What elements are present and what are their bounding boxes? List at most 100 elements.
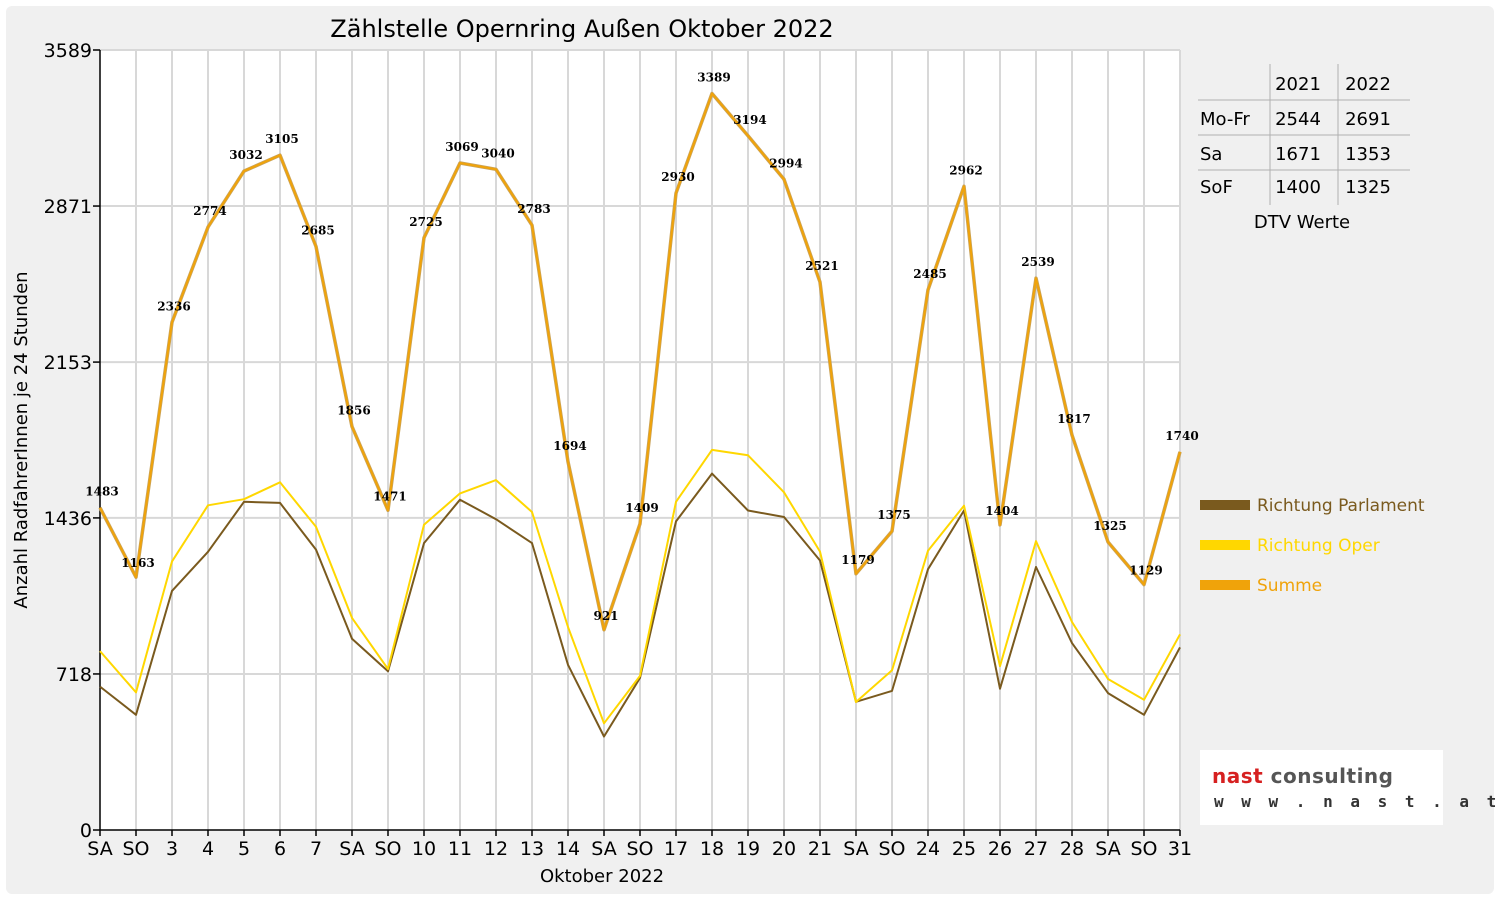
data-label: 2521 (805, 259, 838, 273)
data-label: 2994 (769, 156, 802, 170)
data-label: 1817 (1057, 412, 1090, 426)
y-axis-label: Anzahl RadfahrerInnen je 24 Stunden (11, 271, 32, 608)
legend-label: Richtung Parlament (1257, 496, 1425, 516)
data-label: 2539 (1021, 255, 1054, 269)
data-label: 3032 (229, 148, 262, 162)
legend-swatch (1200, 540, 1250, 550)
y-tick-label: 0 (80, 820, 92, 842)
x-tick-label: 18 (700, 838, 724, 860)
data-label: 1471 (373, 489, 406, 503)
dtv-caption: DTV Werte (1254, 212, 1350, 233)
dtv-cell: 1353 (1345, 144, 1391, 165)
y-tick-label: 718 (56, 664, 92, 686)
company-logo: nast consulting w w w . n a s t . a t (1200, 750, 1496, 825)
data-label: 2685 (301, 223, 334, 237)
data-label: 1409 (625, 501, 658, 515)
x-tick-label: 3 (166, 838, 178, 860)
x-tick-label: 12 (484, 838, 508, 860)
legend-label: Richtung Oper (1257, 536, 1380, 556)
series-line-richtung-parlament (99, 472, 1181, 738)
dtv-cell: 1325 (1345, 177, 1391, 198)
dtv-year-2022: 2022 (1345, 74, 1391, 95)
dtv-table: 2021 2022 Mo-Fr 2544 2691 Sa 1671 1353 S… (1198, 64, 1410, 233)
x-tick-label: 25 (952, 838, 976, 860)
x-tick-label: SA (339, 838, 364, 860)
data-label: 3389 (697, 70, 730, 84)
data-label: 1694 (553, 439, 586, 453)
data-label: 2336 (157, 299, 190, 313)
data-label: 921 (593, 609, 618, 623)
x-tick-label: 5 (238, 838, 250, 860)
x-tick-label: 24 (916, 838, 940, 860)
data-label: 2930 (661, 170, 694, 184)
data-label: 2962 (949, 163, 982, 177)
series-lines (98, 91, 1182, 738)
x-tick-label: SA (1095, 838, 1120, 860)
x-tick-label: 11 (448, 838, 472, 860)
x-tick-labels: SA SO 3 4 5 6 7 SA SO 10 11 12 13 14 SA SO 17 18 19 20 21 SA S… (87, 838, 1192, 860)
x-tick-label: 14 (556, 838, 580, 860)
data-label: 3040 (481, 146, 514, 160)
x-tick-label: 10 (412, 838, 436, 860)
data-label: 1375 (877, 508, 910, 522)
legend-label: Summe (1257, 576, 1322, 596)
x-tick-label: 4 (202, 838, 214, 860)
data-label: 2774 (193, 204, 226, 218)
y-tick-label: 3589 (44, 40, 92, 62)
data-label: 1404 (985, 504, 1018, 518)
y-tick-label: 1436 (44, 508, 92, 530)
dtv-row-label: SoF (1200, 177, 1233, 198)
dtv-cell: 1400 (1275, 177, 1321, 198)
legend: Richtung Parlament Richtung Oper Summe (1200, 496, 1425, 596)
x-tick-label: 26 (988, 838, 1012, 860)
chart-title: Zählstelle Opernring Außen Oktober 2022 (330, 15, 833, 43)
dtv-row-label: Mo-Fr (1200, 109, 1250, 130)
y-tick-label: 2871 (44, 196, 92, 218)
axes (93, 49, 1181, 836)
data-label: 3194 (733, 113, 766, 127)
dtv-row-label: Sa (1200, 144, 1222, 165)
x-tick-label: 7 (310, 838, 322, 860)
dtv-cell: 2544 (1275, 109, 1321, 130)
x-tick-label: SO (878, 838, 905, 860)
dtv-year-2021: 2021 (1275, 74, 1321, 95)
data-label: 3069 (445, 140, 478, 154)
x-tick-label: 19 (736, 838, 760, 860)
data-label: 2725 (409, 215, 442, 229)
y-tick-labels: 0 718 1436 2153 2871 3589 (44, 40, 92, 842)
data-label: 1163 (121, 556, 154, 570)
x-tick-label: 6 (274, 838, 286, 860)
x-tick-label: 31 (1168, 838, 1192, 860)
data-label: 1179 (841, 553, 874, 567)
x-tick-label: SO (626, 838, 653, 860)
dtv-cell: 1671 (1275, 144, 1321, 165)
x-tick-label: SO (374, 838, 401, 860)
data-label: 3105 (265, 132, 298, 146)
data-label: 1856 (337, 404, 370, 418)
x-tick-label: SA (591, 838, 616, 860)
x-tick-label: SA (843, 838, 868, 860)
legend-swatch (1200, 580, 1250, 590)
data-label: 2485 (913, 267, 946, 281)
legend-swatch (1200, 500, 1250, 510)
x-tick-label: 28 (1060, 838, 1084, 860)
series-line-richtung-oper (99, 448, 1181, 725)
x-tick-label: SO (1130, 838, 1157, 860)
x-tick-label: 27 (1024, 838, 1048, 860)
x-tick-label: 17 (664, 838, 688, 860)
x-axis-label: Oktober 2022 (540, 866, 664, 887)
series-line-summe (99, 92, 1181, 631)
x-tick-label: 21 (808, 838, 832, 860)
data-label: 1740 (1165, 429, 1198, 443)
data-label: 1129 (1129, 564, 1162, 578)
x-tick-label: 20 (772, 838, 796, 860)
dtv-cell: 2691 (1345, 109, 1391, 130)
x-tick-label: SA (87, 838, 112, 860)
x-tick-label: 13 (520, 838, 544, 860)
data-label: 2783 (517, 202, 550, 216)
x-tick-label: SO (122, 838, 149, 860)
logo-url: w w w . n a s t . a t (1214, 792, 1500, 811)
logo-brand: nast consulting (1212, 764, 1394, 788)
